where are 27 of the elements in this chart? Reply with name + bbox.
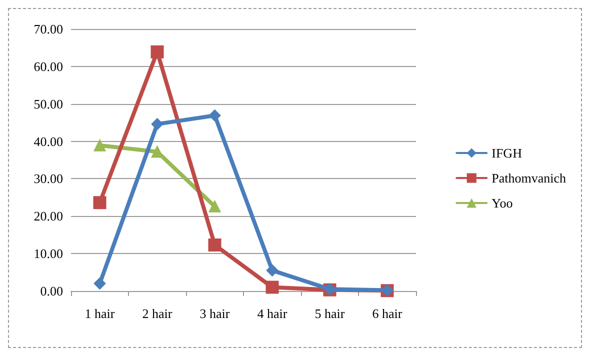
point xyxy=(93,196,106,210)
y-tick-label: 20.00 xyxy=(34,208,63,224)
y-tick-label: 0.00 xyxy=(40,284,63,298)
legend-label: IFGH xyxy=(492,146,522,160)
x-tick-label: 3 hair xyxy=(200,306,230,321)
y-tick-label: 30.00 xyxy=(34,171,63,186)
legend-label: Yoo xyxy=(492,196,513,210)
y-tick-label: 50.00 xyxy=(34,96,63,112)
point xyxy=(94,278,106,290)
x-tick-label: 2 hair xyxy=(142,306,173,321)
point xyxy=(266,264,278,276)
point xyxy=(151,118,164,130)
x-tick-label: 4 hair xyxy=(257,306,288,321)
x-tick-label: 5 hair xyxy=(314,306,346,321)
point xyxy=(208,109,221,122)
point xyxy=(208,200,221,212)
y-tick-label: 10.00 xyxy=(34,246,63,262)
y-tick-label: 40.00 xyxy=(34,134,63,149)
point xyxy=(266,280,279,294)
point xyxy=(94,139,106,152)
point xyxy=(150,45,164,58)
point xyxy=(208,238,222,252)
y-tick-label: 70.00 xyxy=(34,22,63,36)
y-tick-label: 60.00 xyxy=(34,58,63,74)
x-tick-label: 6 hair xyxy=(372,306,403,321)
legend-label: Pathomvanich xyxy=(492,170,566,186)
x-tick-label: 1 hair xyxy=(84,306,116,321)
